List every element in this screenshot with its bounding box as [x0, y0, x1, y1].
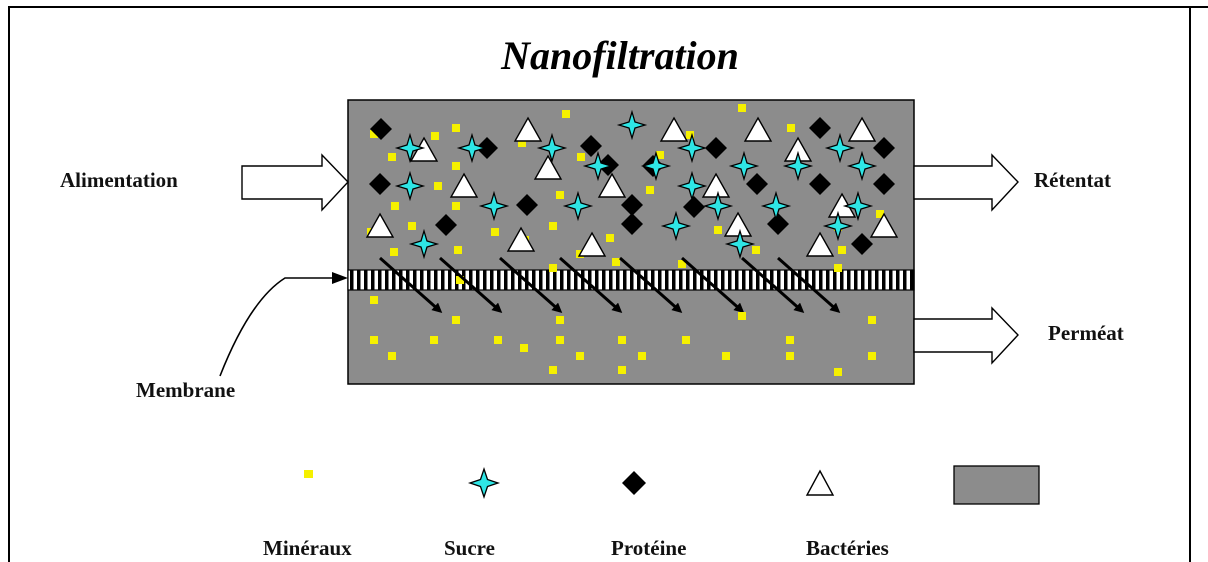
legend-protein-icon: [622, 471, 646, 495]
legend-sugar-icon: [467, 466, 501, 500]
permeate-label: Perméat: [1048, 321, 1124, 345]
feed-label: Alimentation: [60, 168, 178, 192]
retentate-arrow: [913, 153, 1019, 212]
retentate-label: Rétentat: [1034, 168, 1111, 192]
legend-label-mineral: Minéraux: [263, 536, 352, 560]
legend-label-protein: Protéine: [611, 536, 687, 560]
permeate-arrow: [913, 306, 1019, 365]
permeation-arrows: [379, 256, 841, 313]
feed-arrow: [241, 153, 349, 212]
membrane-strip: [347, 269, 915, 291]
legend-medium-swatch: [953, 465, 1040, 505]
membrane-label: Membrane: [136, 378, 236, 402]
legend-bacteria-icon: [805, 469, 835, 496]
legend-label-sugar: Sucre: [444, 536, 495, 560]
legend-mineral-icon: [304, 470, 313, 478]
legend-label-bacteria: Bactéries: [806, 536, 889, 560]
membrane-pointer: [219, 277, 334, 377]
diagram-title: Nanofiltration: [501, 33, 739, 78]
membrane-pointer-head: [332, 272, 348, 284]
